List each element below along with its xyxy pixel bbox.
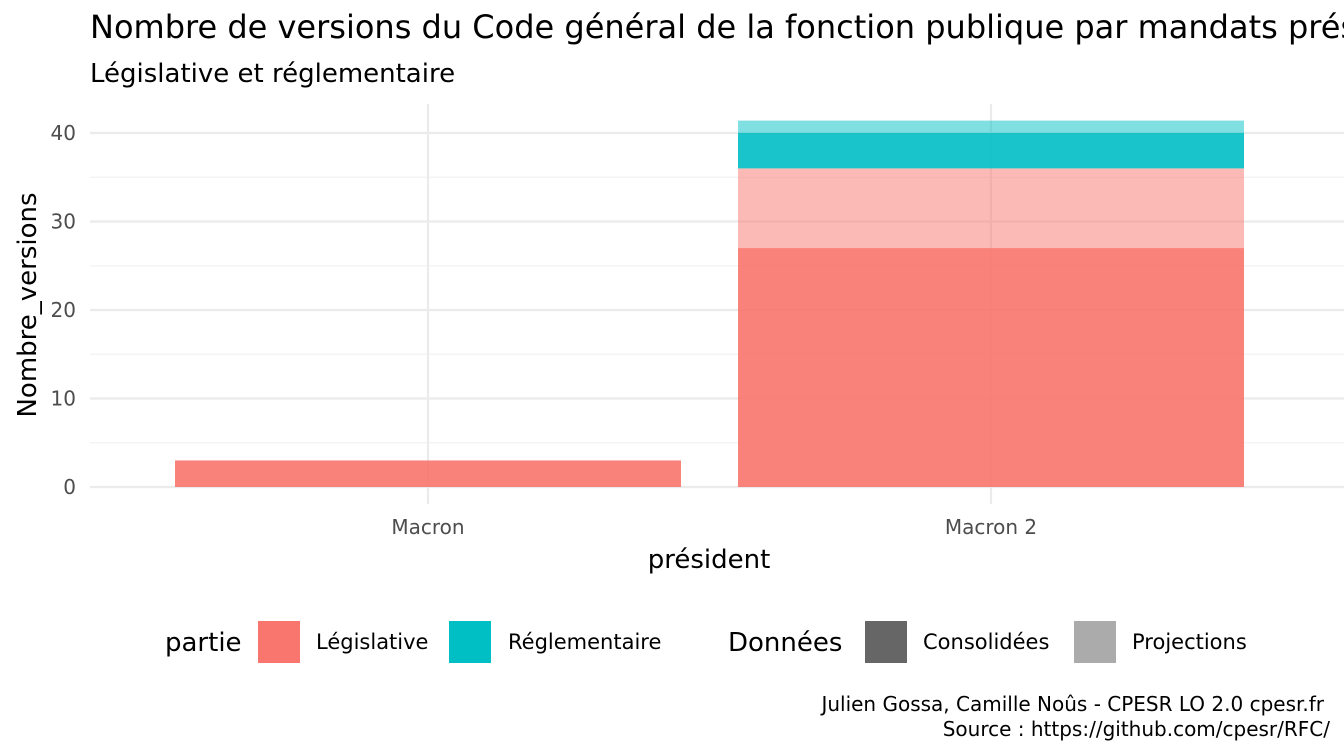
legend-label: Projections [1132,630,1247,654]
y-axis-title: Nombre_versions [13,192,43,417]
bar-segment [738,133,1244,169]
y-axis-ticks: 0 10 20 30 40 [51,121,76,499]
y-tick-label: 20 [51,298,76,322]
x-axis-title: président [648,545,771,575]
legend-label: Législative [316,630,428,654]
legend-key [258,621,300,663]
legend-label: Réglementaire [508,630,661,654]
bars [175,120,1244,487]
x-tick-label: Macron 2 [945,515,1037,539]
bar-segment [738,168,1244,249]
legend: partie Législative Réglementaire Données Con… [165,621,1247,663]
chart-subtitle: Législative et réglementaire [90,59,455,89]
bar-segment [738,248,1244,487]
y-tick-label: 40 [51,121,76,145]
bar-segment [175,460,681,487]
bar-segment [738,120,1244,133]
legend-key [1074,621,1116,663]
y-tick-label: 0 [63,475,76,499]
chart-title: Nombre de versions du Code général de la… [90,8,1344,46]
caption-credit: Julien Gossa, Camille Noûs - CPESR LO 2.… [819,692,1324,716]
y-tick-label: 10 [51,387,76,411]
y-tick-label: 30 [51,210,76,234]
x-axis-ticks: Macron Macron 2 [391,515,1037,539]
x-tick-label: Macron [391,515,464,539]
legend-key [865,621,907,663]
legend-title: Données [728,628,842,658]
caption-source: Source : https://github.com/cpesr/RFC/ [943,717,1331,741]
legend-title: partie [165,628,242,658]
legend-key [449,621,491,663]
legend-label: Consolidées [923,630,1049,654]
